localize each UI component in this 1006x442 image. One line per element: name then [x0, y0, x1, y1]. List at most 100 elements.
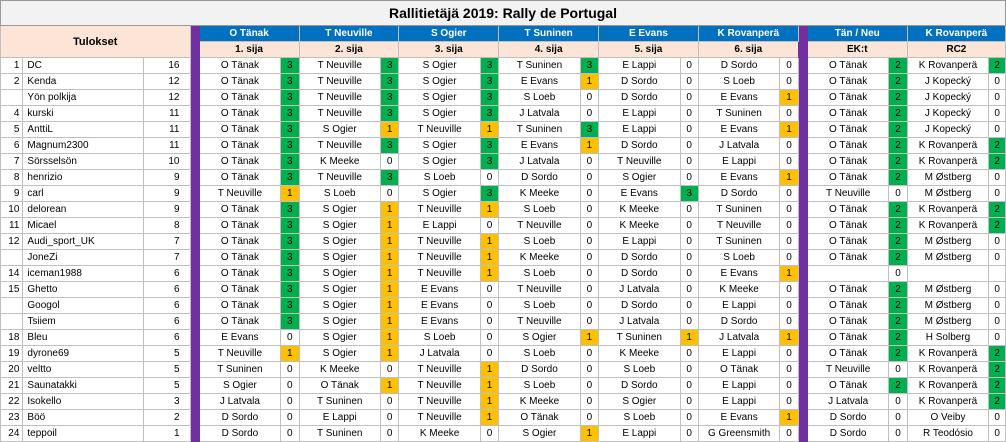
pick-cell[interactable]: S Loeb	[598, 409, 681, 426]
player-name-cell[interactable]: dyrone69	[22, 345, 144, 362]
score-cell[interactable]: 0	[679, 281, 699, 298]
total-points-cell[interactable]: 11	[142, 121, 191, 138]
pick-cell[interactable]: D Sordo	[697, 57, 781, 74]
score-cell[interactable]: 2	[988, 345, 1006, 362]
pick-cell[interactable]: T Neuville	[298, 73, 382, 90]
pick-cell[interactable]: D Sordo	[697, 185, 781, 202]
rank-cell[interactable]: 1	[0, 57, 24, 74]
score-cell[interactable]: 1	[380, 313, 400, 330]
score-cell[interactable]: 3	[579, 57, 600, 74]
score-cell[interactable]: 1	[779, 265, 799, 282]
pick-cell[interactable]: O Tänak	[806, 105, 890, 122]
score-cell[interactable]: 0	[779, 393, 799, 410]
rank-cell[interactable]: 12	[0, 233, 24, 250]
pick-cell[interactable]: T Neuville	[398, 265, 481, 282]
pick-cell[interactable]: E Evans	[398, 281, 481, 298]
score-cell[interactable]: 0	[579, 409, 600, 426]
player-name-cell[interactable]: JoneZi	[22, 249, 144, 266]
score-cell[interactable]: 0	[779, 73, 799, 90]
pick-cell[interactable]: T Neuville	[498, 313, 581, 330]
score-cell[interactable]: 2	[888, 345, 908, 362]
score-cell[interactable]: 3	[280, 201, 300, 218]
total-points-cell[interactable]: 7	[142, 249, 191, 266]
pick-cell[interactable]: O Tänak	[298, 377, 382, 394]
score-cell[interactable]: 2	[888, 89, 908, 106]
score-cell[interactable]: 0	[280, 393, 300, 410]
pick-cell[interactable]: S Loeb	[498, 201, 581, 218]
pick-cell[interactable]: T Neuville	[697, 217, 781, 234]
player-name-cell[interactable]: kurski	[22, 105, 144, 122]
pick-cell[interactable]: D Sordo	[498, 361, 581, 378]
pick-cell[interactable]: O Tänak	[198, 121, 282, 138]
total-points-cell[interactable]: 11	[142, 105, 191, 122]
pick-cell[interactable]: O Tänak	[198, 57, 282, 74]
score-cell[interactable]: 0	[679, 169, 699, 186]
score-cell[interactable]: 0	[479, 345, 500, 362]
pick-cell[interactable]: S Loeb	[498, 265, 581, 282]
pick-cell[interactable]: E Evans	[498, 137, 581, 154]
score-cell[interactable]: 2	[988, 377, 1006, 394]
pick-cell[interactable]: T Neuville	[398, 249, 481, 266]
pick-cell[interactable]: E Lappi	[598, 57, 681, 74]
score-cell[interactable]: 0	[280, 361, 300, 378]
score-cell[interactable]: 0	[888, 185, 908, 202]
score-cell[interactable]: 0	[679, 233, 699, 250]
score-cell[interactable]: 1	[579, 73, 600, 90]
score-cell[interactable]: 2	[888, 313, 908, 330]
score-cell[interactable]: 0	[380, 409, 400, 426]
score-cell[interactable]: 0	[380, 425, 400, 442]
player-name-cell[interactable]: Tsiiem	[22, 313, 144, 330]
pick-cell[interactable]: D Sordo	[806, 409, 890, 426]
pick-cell[interactable]: T Neuville	[298, 57, 382, 74]
score-cell[interactable]: 0	[779, 281, 799, 298]
score-cell[interactable]: 0	[679, 265, 699, 282]
player-name-cell[interactable]: Saunatakki	[22, 377, 144, 394]
pick-cell[interactable]: T Suninen	[598, 329, 681, 346]
pick-cell[interactable]: K Meeke	[498, 249, 581, 266]
total-points-cell[interactable]: 7	[142, 233, 191, 250]
score-cell[interactable]: 0	[380, 361, 400, 378]
score-cell[interactable]: 1	[679, 329, 699, 346]
score-cell[interactable]: 0	[988, 329, 1006, 346]
pick-cell[interactable]: O Tänak	[806, 57, 890, 74]
score-cell[interactable]: 2	[888, 137, 908, 154]
driver-header-1[interactable]: O Tänak	[198, 25, 300, 42]
pick-cell[interactable]: S Ogier	[598, 393, 681, 410]
total-points-cell[interactable]: 5	[142, 377, 191, 394]
player-name-cell[interactable]: delorean	[22, 201, 144, 218]
score-cell[interactable]: 0	[479, 281, 500, 298]
pick-cell[interactable]: O Tänak	[806, 137, 890, 154]
score-cell[interactable]: 0	[679, 345, 699, 362]
total-points-cell[interactable]: 6	[142, 329, 191, 346]
player-name-cell[interactable]: iceman1988	[22, 265, 144, 282]
rank-cell[interactable]: 23	[0, 409, 24, 426]
total-points-cell[interactable]: 12	[142, 73, 191, 90]
pick-cell[interactable]: S Ogier	[398, 137, 481, 154]
pick-cell[interactable]: S Ogier	[298, 249, 382, 266]
pick-cell[interactable]: E Evans	[697, 89, 781, 106]
rank-cell[interactable]: 9	[0, 185, 24, 202]
pick-cell[interactable]: K Meeke	[298, 153, 382, 170]
score-cell[interactable]: 0	[988, 121, 1006, 138]
rank-cell[interactable]: 20	[0, 361, 24, 378]
score-cell[interactable]: 0	[579, 169, 600, 186]
score-cell[interactable]: 3	[280, 73, 300, 90]
score-cell[interactable]: 2	[888, 169, 908, 186]
score-cell[interactable]: 0	[479, 169, 500, 186]
pick-cell[interactable]: D Sordo	[498, 169, 581, 186]
score-cell[interactable]: 2	[888, 217, 908, 234]
rank-cell[interactable]	[0, 89, 24, 106]
pick-cell[interactable]: E Lappi	[697, 297, 781, 314]
pick-cell[interactable]: S Ogier	[298, 121, 382, 138]
score-cell[interactable]: 0	[579, 281, 600, 298]
pick-cell[interactable]: D Sordo	[598, 73, 681, 90]
total-points-cell[interactable]: 6	[142, 281, 191, 298]
total-points-cell[interactable]: 12	[142, 89, 191, 106]
pick-cell[interactable]: O Tänak	[198, 201, 282, 218]
pick-cell[interactable]: O Tänak	[806, 377, 890, 394]
score-cell[interactable]: 0	[779, 249, 799, 266]
pick-cell[interactable]: E Lappi	[697, 345, 781, 362]
pick-cell[interactable]: S Ogier	[298, 265, 382, 282]
pick-cell[interactable]: M Østberg	[906, 313, 990, 330]
total-points-cell[interactable]: 2	[142, 409, 191, 426]
